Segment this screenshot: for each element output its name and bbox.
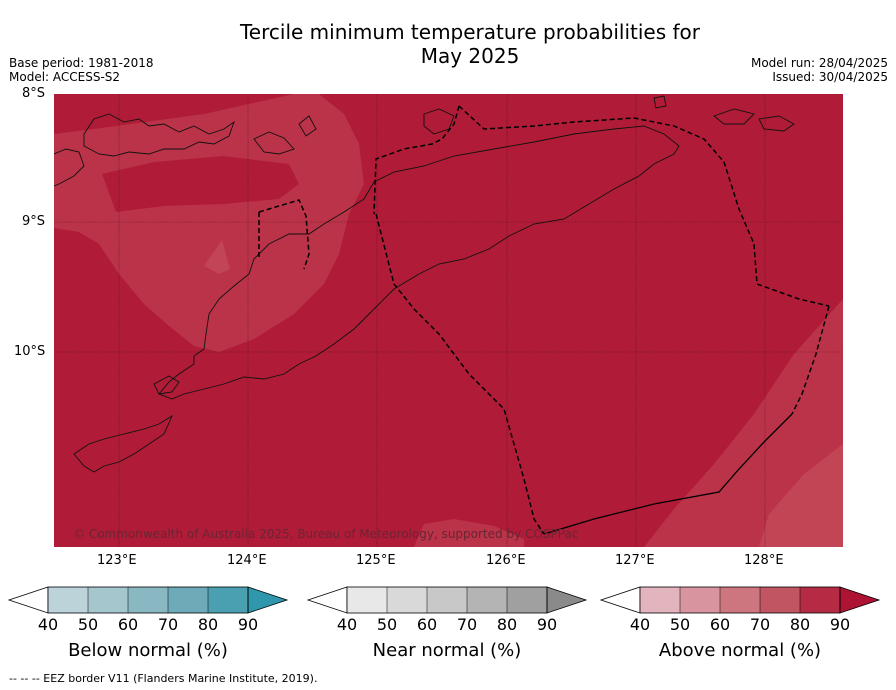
tick: 70: [456, 615, 478, 634]
meta-right: Model run: 28/04/2025 Issued: 30/04/2025: [751, 56, 888, 84]
eez-border: [258, 105, 830, 535]
lon-label-123e: 123°E: [97, 553, 137, 568]
colorbar-below-segment: [88, 587, 128, 613]
tick: 90: [829, 615, 851, 634]
colorbar-near-segment: [347, 587, 387, 613]
colorbar-near-segment: [507, 587, 547, 613]
tick: 90: [237, 615, 259, 634]
tick: 80: [197, 615, 219, 634]
colorbar-below-segment: [48, 587, 88, 613]
title-line-2: May 2025: [420, 44, 520, 68]
colorbar-above-extend-high: [839, 586, 881, 614]
tick: 40: [629, 615, 651, 634]
lon-label-124e: 124°E: [227, 553, 267, 568]
chart-title: Tercile minimum temperature probabilitie…: [0, 20, 896, 68]
colorbar-above-extend-low: [599, 586, 641, 614]
colorbar-below-segment: [168, 587, 208, 613]
lat-label-9s: 9°S: [22, 214, 46, 229]
issued-date: Issued: 30/04/2025: [772, 70, 888, 84]
tick: 50: [77, 615, 99, 634]
probability-map: [54, 94, 843, 547]
colorbar-near-extend-low: [306, 586, 348, 614]
colorbar-below-segment: [208, 587, 248, 613]
lat-label-10s: 10°S: [14, 344, 46, 359]
meta-left: Base period: 1981-2018 Model: ACCESS-S2: [9, 56, 154, 84]
colorbar-below-outline: [47, 586, 249, 614]
colorbar-above-outline: [639, 586, 841, 614]
tick: 60: [117, 615, 139, 634]
colorbar-near-segment: [387, 587, 427, 613]
tick: 60: [416, 615, 438, 634]
tick: 80: [789, 615, 811, 634]
colorbar-above-segment: [640, 587, 680, 613]
eez-legend-footer: -- -- -- EEZ border V11 (Flanders Marine…: [9, 672, 318, 685]
colorbar-label-above: Above normal (%): [658, 640, 822, 661]
maritime-boundary: [543, 413, 793, 535]
tick: 40: [336, 615, 358, 634]
colorbar-near-segment: [427, 587, 467, 613]
region-above-90-inset: [102, 156, 299, 212]
base-period: Base period: 1981-2018: [9, 56, 154, 70]
colorbar-near-outline: [346, 586, 548, 614]
region-above-80-west: [54, 94, 364, 352]
colorbar-near-extend-high: [546, 586, 588, 614]
gridlines: [54, 94, 843, 547]
tick: 60: [709, 615, 731, 634]
region-above-80-south: [414, 519, 524, 547]
lon-label-125e: 125°E: [356, 553, 396, 568]
region-above-80-southeast: [644, 299, 843, 547]
colorbars: [7, 586, 881, 614]
copyright-notice: © Commonwealth of Australia 2025, Bureau…: [73, 527, 579, 541]
colorbar-below-extend-high: [247, 586, 289, 614]
colorbar-above-segment: [760, 587, 800, 613]
tick: 90: [536, 615, 558, 634]
colorbar-label-near: Near normal (%): [372, 640, 522, 661]
tick: 50: [376, 615, 398, 634]
lat-label-8s: 8°S: [22, 86, 46, 101]
title-line-1: Tercile minimum temperature probabilitie…: [239, 20, 701, 44]
colorbar-above-segment: [680, 587, 720, 613]
tick: 50: [669, 615, 691, 634]
colorbar-near-segment: [467, 587, 507, 613]
colorbar-below-extend-low: [7, 586, 49, 614]
tick: 70: [749, 615, 771, 634]
colorbar-above-segment: [800, 587, 840, 613]
colorbar-label-below: Below normal (%): [68, 640, 228, 661]
region-above-70-patch: [204, 240, 230, 274]
colorbar-below-segment: [128, 587, 168, 613]
lon-label-127e: 127°E: [615, 553, 655, 568]
lon-label-128e: 128°E: [744, 553, 784, 568]
tick: 80: [496, 615, 518, 634]
tick: 40: [37, 615, 59, 634]
colorbar-above-segment: [720, 587, 760, 613]
coastlines: [54, 95, 795, 473]
model-run: Model run: 28/04/2025: [750, 56, 888, 70]
tick: 70: [157, 615, 179, 634]
model-name: Model: ACCESS-S2: [9, 70, 121, 84]
region-above-70-southeast: [759, 444, 843, 547]
lon-label-126e: 126°E: [486, 553, 526, 568]
